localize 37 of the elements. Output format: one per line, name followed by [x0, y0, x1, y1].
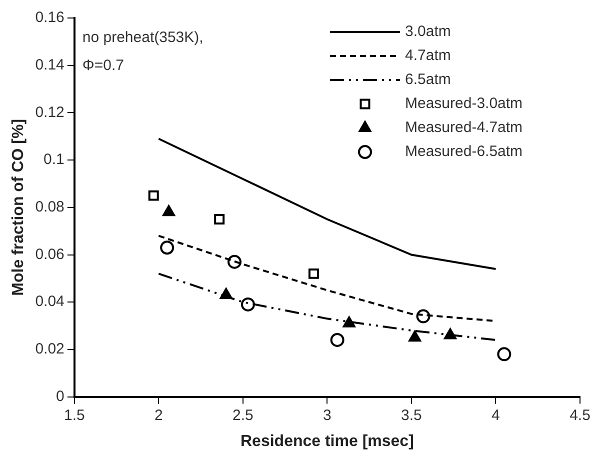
y-tick-label: 0.08 [35, 198, 64, 216]
legend-label: Measured-6.5atm [405, 143, 523, 160]
annotation: Φ=0.7 [82, 57, 124, 74]
point [240, 297, 255, 312]
y-tick-label: 0.16 [35, 9, 64, 26]
legend-label: 6.5atm [405, 71, 451, 88]
y-tick-label: 0 [56, 388, 64, 405]
y-tick-label: 0.06 [35, 246, 64, 263]
x-tick-label: 2 [154, 406, 163, 424]
legend-label: 4.7atm [405, 47, 451, 64]
legend-label: Measured-3.0atm [405, 95, 523, 112]
y-tick-label: 0.12 [35, 104, 64, 121]
x-tick-label: 3 [323, 406, 332, 424]
point [148, 190, 159, 201]
x-axis-title: Residence time [msec] [240, 432, 414, 450]
point [214, 214, 225, 224]
point [497, 347, 512, 362]
x-tick-label: 4.5 [570, 406, 590, 424]
point [308, 268, 319, 279]
y-tick-label: 0.02 [35, 340, 64, 358]
y-axis-title: Mole fraction of CO [%] [10, 118, 28, 296]
x-tick-label: 2.5 [232, 406, 254, 424]
y-tick-label: 0.14 [35, 56, 64, 74]
legend-label: Measured-4.7atm [405, 119, 523, 136]
point [160, 240, 174, 255]
point [342, 316, 356, 328]
point [408, 330, 422, 342]
annotation: no preheat(353K), [82, 29, 204, 46]
point [330, 332, 344, 347]
point [162, 205, 175, 216]
line-series [158, 272, 497, 341]
x-tick-label: 4 [492, 406, 500, 424]
y-tick-label: 0.1 [44, 151, 64, 168]
y-tick-label: 0.04 [35, 293, 64, 310]
legend-label: 3.0atm [405, 23, 451, 40]
x-tick-label: 3.5 [401, 406, 422, 424]
x-tick-label: 1.5 [64, 406, 85, 424]
